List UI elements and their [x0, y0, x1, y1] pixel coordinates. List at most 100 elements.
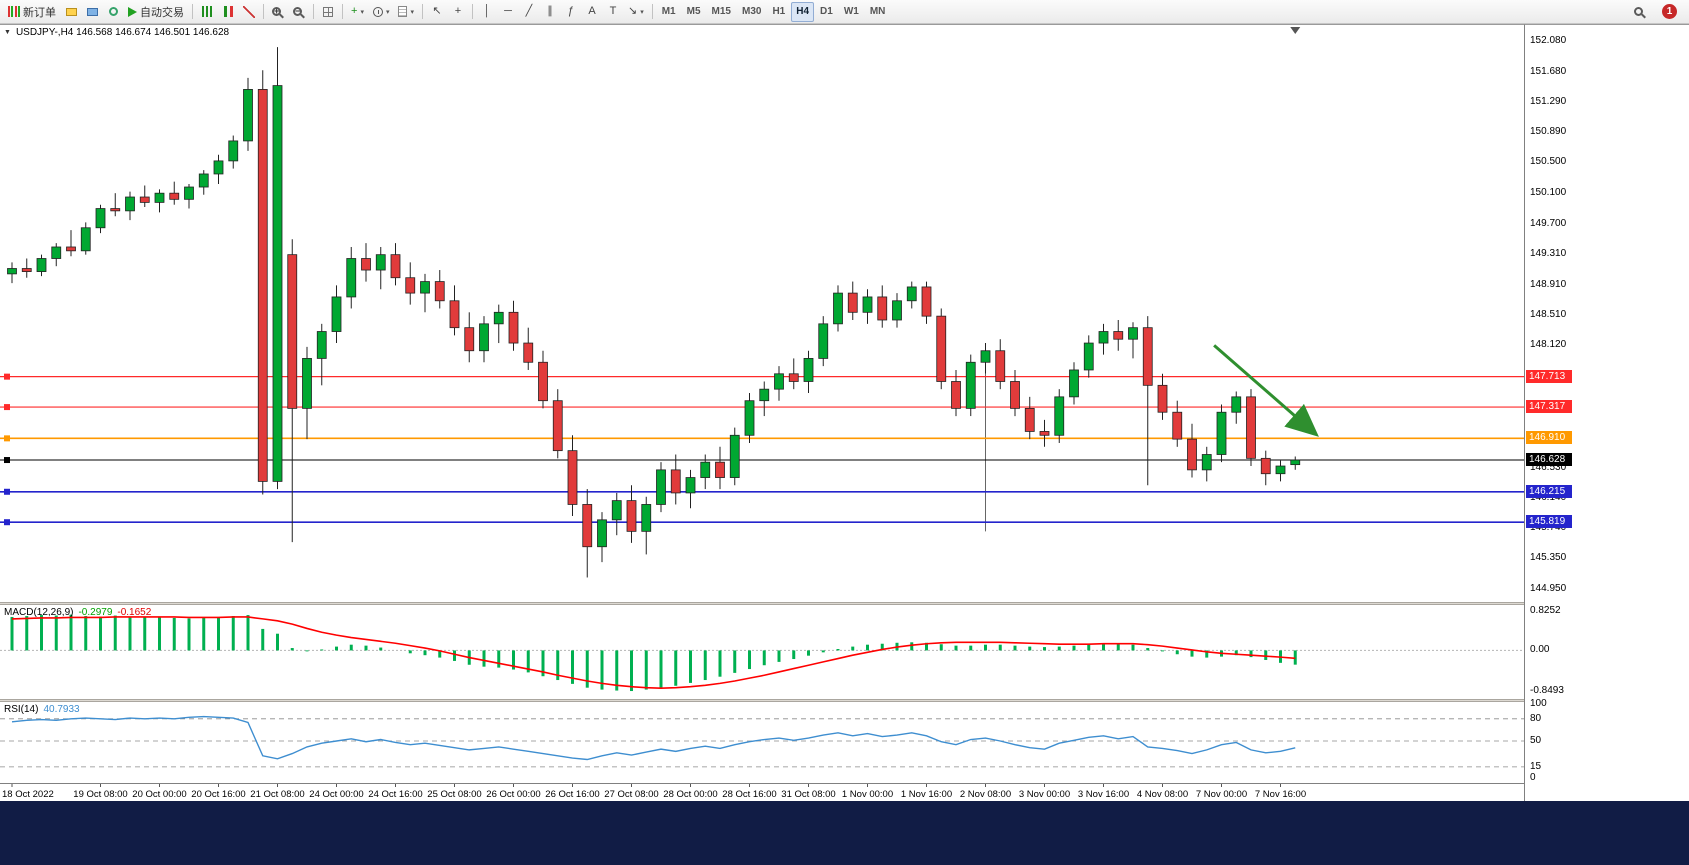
periods-button[interactable]: ▾	[369, 2, 394, 22]
price-scale[interactable]: 152.080 151.680 151.290 150.890 150.500 150.1…	[1524, 24, 1689, 801]
chart-bars-button[interactable]	[197, 2, 217, 22]
refresh-button[interactable]	[103, 2, 123, 22]
timeframe-m15-button[interactable]: M15	[707, 2, 736, 22]
symbol-dropdown-icon[interactable]: ▼	[4, 29, 11, 36]
profiles-button[interactable]	[82, 2, 102, 22]
timeframe-d1-button[interactable]: D1	[815, 2, 838, 22]
cursor-button[interactable]: ↖	[427, 2, 447, 22]
rsi-label-row: RSI(14) 40.7933	[4, 704, 80, 715]
zoom-out-button[interactable]	[289, 2, 309, 22]
scale-tick: -0.8493	[1530, 685, 1564, 696]
chart-panels: ▼ USDJPY-,H4 146.568 146.674 146.501 146…	[0, 24, 1524, 801]
svg-text:21 Oct 08:00: 21 Oct 08:00	[250, 789, 304, 800]
macd-panel[interactable]: MACD(12,26,9) -0.2979 -0.1652	[0, 605, 1524, 699]
svg-text:28 Oct 00:00: 28 Oct 00:00	[663, 789, 717, 800]
scale-tick: 148.120	[1530, 339, 1567, 351]
rsi-panel[interactable]: RSI(14) 40.7933	[0, 702, 1524, 783]
toolbar-separator	[263, 4, 264, 19]
price-tag: 145.819	[1526, 515, 1572, 529]
timeframe-m30-button[interactable]: M30	[737, 2, 766, 22]
open-chart-button[interactable]	[61, 2, 81, 22]
panel-divider[interactable]	[0, 602, 1524, 605]
search-icon	[1634, 7, 1643, 16]
timeframe-h4-button[interactable]: H4	[791, 1, 815, 22]
scale-tick: 149.310	[1530, 247, 1567, 259]
rsi-canvas[interactable]	[0, 702, 1524, 783]
dropdown-caret-icon: ▾	[385, 8, 390, 16]
crosshair-icon: +	[454, 5, 462, 17]
macd-canvas[interactable]	[0, 605, 1524, 699]
time-axis[interactable]: 18 Oct 2022 19 Oct 08:00 20 Oct 00:00 20 Oc…	[0, 783, 1524, 801]
chart-line-button[interactable]	[239, 2, 259, 22]
open-chart-icon	[65, 7, 77, 16]
svg-text:24 Oct 16:00: 24 Oct 16:00	[368, 789, 422, 800]
timeframe-h1-button[interactable]: H1	[767, 2, 790, 22]
trendline-button[interactable]: ╱	[519, 2, 539, 22]
svg-text:1 Nov 16:00: 1 Nov 16:00	[901, 789, 952, 800]
main-chart-panel[interactable]: ▼ USDJPY-,H4 146.568 146.674 146.501 146…	[0, 25, 1524, 602]
bottom-strip	[0, 801, 1689, 865]
timeframe-m1-button[interactable]: M1	[657, 2, 681, 22]
notification-badge[interactable]: 1	[1662, 4, 1677, 19]
toolbar-separator	[651, 4, 653, 19]
main-chart-canvas[interactable]	[0, 25, 1524, 602]
price-tag: 147.317	[1526, 400, 1572, 414]
rsi-value: 40.7933	[43, 704, 80, 715]
svg-text:25 Oct 08:00: 25 Oct 08:00	[427, 789, 481, 800]
arrows-button[interactable]: ↘ ▾	[624, 2, 648, 22]
text-button[interactable]: A	[582, 2, 602, 22]
timeframe-w1-button[interactable]: W1	[839, 2, 864, 22]
horizontal-line-icon: ─	[504, 5, 512, 17]
macd-label-row: MACD(12,26,9) -0.2979 -0.1652	[4, 607, 151, 618]
scale-tick: 145.350	[1530, 552, 1567, 564]
scale-tick: 148.510	[1530, 309, 1567, 321]
fibonacci-button[interactable]: ƒ	[561, 2, 581, 22]
svg-text:27 Oct 08:00: 27 Oct 08:00	[604, 789, 658, 800]
text-label-button[interactable]: T	[603, 2, 623, 22]
svg-text:2 Nov 08:00: 2 Nov 08:00	[960, 789, 1011, 800]
svg-text:24 Oct 00:00: 24 Oct 00:00	[309, 789, 363, 800]
autotrading-button[interactable]: 自动交易	[124, 2, 188, 22]
price-tag: 146.215	[1526, 484, 1572, 498]
chart-candles-button[interactable]	[218, 2, 238, 22]
channel-icon: ∥	[547, 5, 553, 17]
scale-tick: 148.910	[1530, 278, 1567, 290]
svg-text:26 Oct 00:00: 26 Oct 00:00	[486, 789, 540, 800]
svg-text:31 Oct 08:00: 31 Oct 08:00	[781, 789, 835, 800]
channel-button[interactable]: ∥	[540, 2, 560, 22]
zoom-in-icon	[272, 6, 281, 16]
svg-text:26 Oct 16:00: 26 Oct 16:00	[545, 789, 599, 800]
vertical-line-icon: │	[483, 5, 491, 17]
timeframe-m5-button[interactable]: M5	[682, 2, 706, 22]
dropdown-caret-icon: ▾	[640, 8, 644, 16]
zoom-in-button[interactable]	[268, 2, 288, 22]
scale-tick: 151.680	[1530, 65, 1567, 77]
svg-text:19 Oct 08:00: 19 Oct 08:00	[73, 789, 127, 800]
templates-button[interactable]: ▾	[394, 2, 418, 22]
toolbar-separator	[313, 4, 314, 19]
arrows-icon: ↘	[627, 5, 638, 17]
svg-text:7 Nov 00:00: 7 Nov 00:00	[1196, 789, 1247, 800]
scale-tick: 100	[1530, 698, 1547, 709]
scale-tick: 150.890	[1530, 126, 1567, 138]
periods-icon	[372, 6, 383, 17]
crosshair-button[interactable]: +	[448, 2, 468, 22]
search-button[interactable]	[1626, 1, 1654, 23]
vertical-line-button[interactable]: │	[477, 2, 497, 22]
tile-windows-button[interactable]	[318, 2, 338, 22]
price-tag: 146.910	[1526, 431, 1572, 445]
price-tag: 146.628	[1526, 453, 1572, 467]
chart-bars-icon	[201, 6, 213, 17]
scale-tick: 0.8252	[1530, 605, 1561, 616]
toolbar-separator	[421, 4, 423, 19]
panel-divider-2[interactable]	[0, 699, 1524, 702]
horizontal-line-button[interactable]: ─	[498, 2, 518, 22]
scale-tick: 15	[1530, 760, 1542, 772]
trendline-icon: ╱	[525, 5, 533, 17]
indicators-button[interactable]: + ▾	[347, 2, 368, 22]
time-axis-canvas: 18 Oct 2022 19 Oct 08:00 20 Oct 00:00 20 Oc…	[2, 784, 1306, 800]
svg-text:20 Oct 00:00: 20 Oct 00:00	[132, 789, 186, 800]
autotrading-label: 自动交易	[140, 6, 184, 19]
timeframe-mn-button[interactable]: MN	[865, 2, 891, 22]
new-order-button[interactable]: 新订单	[4, 2, 60, 22]
